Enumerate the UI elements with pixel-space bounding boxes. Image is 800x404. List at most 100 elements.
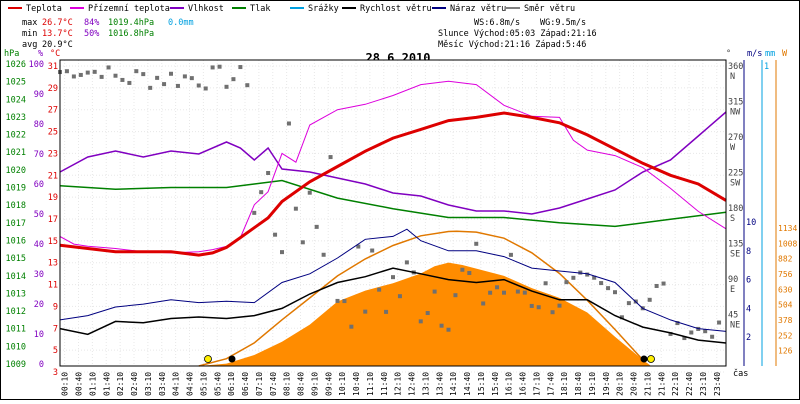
- wind-direction-dot: [384, 309, 389, 314]
- y-tick-pct: 30: [34, 270, 44, 280]
- y-tick-temp: 21: [48, 171, 58, 181]
- y-tick-hpa: 1021: [6, 148, 26, 158]
- x-tick-label: 19:10: [588, 372, 597, 396]
- y-tick-w: 1008: [778, 239, 797, 248]
- wind-direction-dot: [335, 298, 340, 303]
- x-tick-label: 02:10: [116, 372, 125, 396]
- y-tick-hpa: 1011: [6, 325, 26, 335]
- solar-radiation-area: [60, 262, 726, 366]
- wind-direction-dot: [64, 69, 69, 74]
- y-tick-w: 126: [778, 347, 793, 356]
- x-tick-label: 07:10: [255, 372, 264, 396]
- wind-direction-dot: [182, 74, 187, 79]
- y-tick-pct: 20: [34, 300, 44, 310]
- y-tick-ms: 2: [746, 333, 751, 343]
- y-tick-w: 1134: [778, 224, 797, 233]
- y-tick-hpa: 1025: [6, 78, 26, 88]
- x-tick-label: 21:40: [657, 372, 666, 396]
- solar-radiation-layer: [60, 230, 726, 367]
- wind-direction-dot: [675, 321, 680, 326]
- y-tick-dir-name: NW: [730, 108, 741, 118]
- wind-direction-dot: [92, 69, 97, 74]
- y-tick-temp: 15: [48, 237, 58, 247]
- wind-direction-dot: [377, 287, 382, 292]
- y-tick-temp: 31: [48, 62, 58, 72]
- x-tick-label: 16:10: [505, 372, 514, 396]
- y-tick-dir-name: W: [730, 143, 736, 153]
- x-tick-label: 15:40: [491, 372, 500, 396]
- x-tick-label: 20:10: [616, 372, 625, 396]
- y-tick-hpa: 1009: [6, 360, 26, 370]
- x-tick-label: 13:40: [435, 372, 444, 396]
- stat-min-press: 1016.8hPa: [108, 29, 154, 39]
- wind-speed-line: [59, 267, 727, 344]
- wind-direction-dots: [58, 64, 722, 341]
- wind-direction-dot: [543, 281, 548, 286]
- y-tick-temp: 7: [53, 324, 58, 334]
- legend-label: Rychlost větru: [360, 4, 432, 14]
- wind-direction-dot: [217, 64, 222, 69]
- moonset-icon: [228, 355, 236, 363]
- y-tick-hpa: 1013: [6, 289, 26, 299]
- y-tick-dir-name: S: [730, 214, 735, 224]
- x-tick-label: 13:10: [421, 372, 430, 396]
- wind-direction-dot: [717, 320, 722, 325]
- wind-direction-dot: [661, 281, 666, 286]
- wind-direction-dot: [606, 286, 611, 291]
- wind-direction-dot: [328, 155, 333, 160]
- x-tick-label: 23:40: [713, 372, 722, 396]
- temperature-line: [59, 111, 727, 257]
- legend-label: Tlak: [250, 4, 270, 14]
- x-axis-label: čas: [733, 368, 748, 379]
- stat-avg-temp: 20.9°C: [42, 40, 73, 50]
- x-tick-label: 10:10: [338, 372, 347, 396]
- y-tick-temp: 3: [53, 368, 58, 378]
- wind-direction-dot: [391, 275, 395, 280]
- wind-gust-line: [59, 228, 727, 332]
- sunset-icon: [647, 355, 655, 363]
- sunrise-icon: [204, 355, 212, 363]
- wind-direction-dot: [432, 289, 437, 294]
- wind-direction-dot: [592, 275, 597, 280]
- wind-direction-dot: [210, 65, 215, 70]
- wind-direction-dot: [522, 290, 527, 295]
- y-tick-hpa: 1019: [6, 184, 26, 194]
- y-tick-dir-name: SW: [730, 179, 741, 189]
- wind-direction-dot: [682, 336, 687, 341]
- x-tick-label: 08:10: [283, 372, 292, 396]
- x-tick-label: 17:40: [546, 372, 555, 396]
- y-tick-dir-name: SE: [730, 250, 740, 260]
- wind-direction-dot: [550, 310, 555, 315]
- plot-area: [58, 59, 727, 373]
- stat-min-label: min: [22, 29, 37, 39]
- wind-direction-dot: [203, 86, 208, 91]
- wind-direction-dot: [78, 72, 83, 77]
- y-tick-pct: 10: [34, 330, 44, 340]
- x-tick-label: 06:40: [241, 372, 250, 396]
- wind-direction-dot: [529, 303, 534, 308]
- y-tick-hpa: 1014: [6, 272, 26, 282]
- wind-direction-dot: [599, 281, 604, 286]
- wind-direction-dot: [626, 301, 631, 306]
- wind-direction-dot: [460, 267, 465, 272]
- stat-max-hum: 84%: [84, 18, 99, 28]
- y-tick-hpa: 1012: [6, 307, 26, 317]
- wind-direction-dot: [613, 290, 617, 295]
- legend: Teplota Přízemní teplota Vlhkost Tlak Srážky…: [8, 4, 575, 14]
- legend-label: Vlhkost: [188, 4, 224, 14]
- x-tick-label: 08:40: [297, 372, 306, 396]
- wind-direction-dot: [106, 65, 111, 70]
- wind-direction-dot: [502, 290, 506, 295]
- wind-direction-dot: [134, 69, 139, 74]
- wind-direction-dot: [175, 83, 180, 88]
- wind-direction-dot: [286, 121, 291, 126]
- y-tick-pct: 40: [34, 240, 44, 250]
- x-tick-label: 16:40: [519, 372, 528, 396]
- legend-label: Směr větru: [524, 4, 575, 14]
- wind-direction-dot: [585, 272, 590, 277]
- stat-max-temp: 26.7°C: [42, 18, 73, 28]
- y-tick-hpa: 1020: [6, 166, 26, 176]
- wind-direction-dot: [120, 77, 125, 82]
